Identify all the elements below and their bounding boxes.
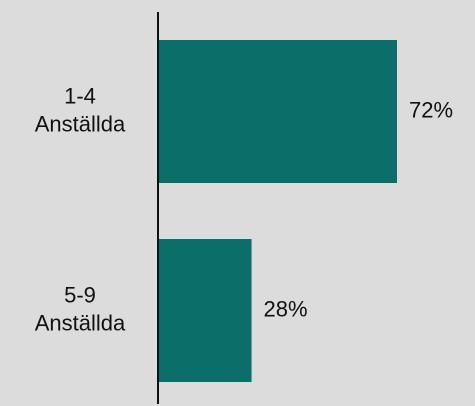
category-label-0-line-0: 1-4 xyxy=(64,83,96,108)
bars-group xyxy=(159,40,397,382)
value-label-0: 72% xyxy=(409,97,453,122)
bar-1 xyxy=(159,239,252,382)
category-label-0-line-1: Anställda xyxy=(35,111,126,136)
category-labels: 1-4 Anställda 5-9 Anställda xyxy=(35,83,126,335)
category-label-1-line-1: Anställda xyxy=(35,310,126,335)
value-labels: 72% 28% xyxy=(264,97,453,321)
bar-0 xyxy=(159,40,397,183)
category-label-1-line-0: 5-9 xyxy=(64,282,96,307)
value-label-1: 28% xyxy=(264,296,308,321)
